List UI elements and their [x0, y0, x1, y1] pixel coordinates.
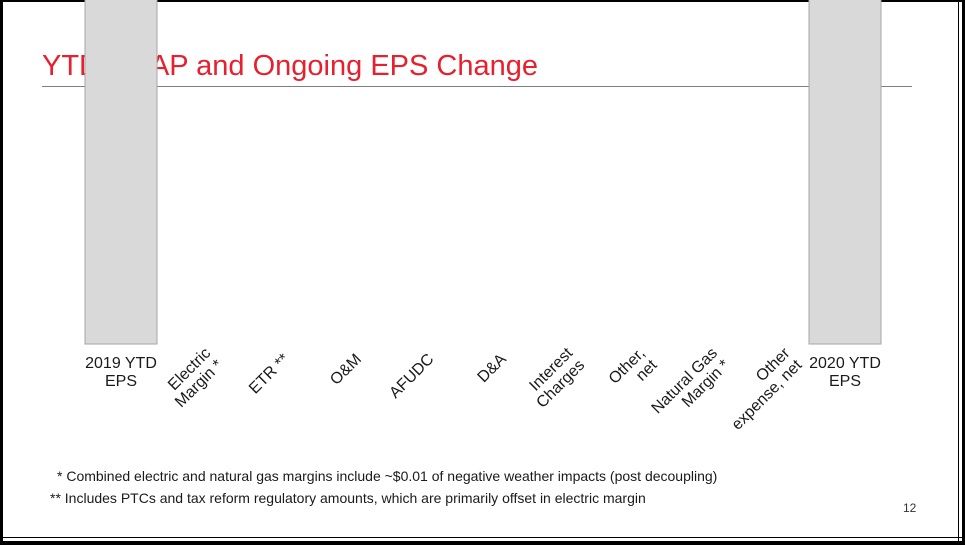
category-label-interest-charges: InterestCharges — [521, 344, 588, 411]
category-label-2019-ytd-eps: 2019 YTD EPS — [85, 355, 157, 390]
category-label-d-a: D&A — [475, 351, 511, 387]
page-number: 12 — [903, 501, 917, 515]
category-label-o-m: O&M — [327, 351, 365, 389]
title-divider — [42, 86, 912, 87]
bar-2019-ytd-eps — [84, 0, 158, 345]
frame-right-border — [962, 0, 965, 545]
category-label-other-net: Other,net — [606, 344, 661, 399]
footnote-margin: * Combined electric and natural gas marg… — [57, 468, 718, 484]
footnote-etr: ** Includes PTCs and tax reform regulato… — [50, 490, 646, 506]
category-label-natural-gas-margin: Natural GasMargin * — [649, 345, 733, 429]
frame-bottom-inner-border — [0, 537, 965, 538]
frame-right-inner-border — [958, 0, 959, 545]
bar-2020-ytd-eps — [808, 0, 882, 345]
category-label-electric-margin: ElectricMargin * — [160, 345, 226, 411]
category-label-other-expense-net: Otherexpense, net — [717, 344, 806, 433]
category-label-afudc: AFUDC — [386, 351, 437, 402]
frame-left-border — [0, 0, 3, 545]
category-label-etr: ETR ** — [246, 351, 293, 398]
frame-bottom-border — [0, 541, 965, 545]
frame-top-border — [0, 0, 965, 2]
category-label-2020-ytd-eps: 2020 YTD EPS — [809, 355, 881, 390]
